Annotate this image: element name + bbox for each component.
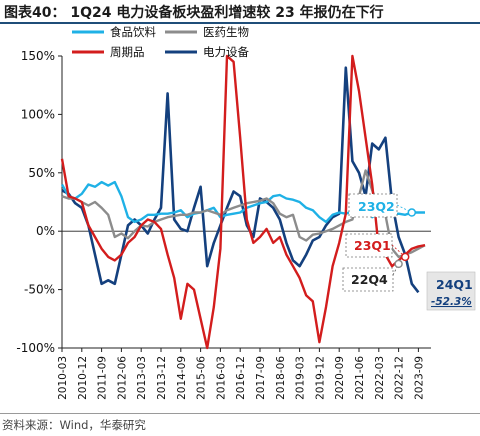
chart-axes: 150% 100% 50% 0% -50% -100%2010-03 2010-12 2011… <box>16 49 431 400</box>
x-tick-label: 2011-09 <box>97 356 109 400</box>
x-tick-label: 2022-12 <box>394 356 406 400</box>
legend-label: 食品饮料 <box>110 25 156 39</box>
series-line-2 <box>61 169 426 259</box>
legend-label: 医药生物 <box>203 25 249 39</box>
chart-title: 图表40： 1Q24 电力设备板块盈利增速较 23 年报仍在下行 <box>4 5 384 21</box>
x-tick-label: 2019-03 <box>295 356 307 400</box>
legend-label: 周期品 <box>110 45 145 59</box>
annotation-leader <box>391 244 406 258</box>
annotation-box <box>348 193 398 218</box>
x-tick-label: 2015-06 <box>196 356 208 400</box>
annotation-label: 22Q4 <box>351 272 388 287</box>
y-tick-label: -100% <box>16 341 55 355</box>
annotation-marker <box>400 252 410 262</box>
x-tick-label: 2013-03 <box>136 356 148 400</box>
annotation-marker <box>407 208 417 217</box>
legend-label: 电力设备 <box>203 45 249 59</box>
chart-annotations: 23Q2 23Q1 22Q4 24Q1 -52.3% <box>342 193 476 311</box>
series-layer <box>60 54 426 350</box>
y-tick-label: 100% <box>21 107 55 121</box>
annotation-label: 24Q1 <box>436 277 473 292</box>
y-tick-label: 50% <box>28 166 55 180</box>
annotation-marker <box>394 259 403 269</box>
x-tick-label: 2012-06 <box>116 356 128 400</box>
x-tick-label: 2020-09 <box>334 356 346 400</box>
y-tick-label: 0% <box>36 224 55 238</box>
series-line-3 <box>60 54 426 350</box>
x-tick-label: 2014-09 <box>176 356 188 400</box>
title-underline <box>0 22 480 24</box>
title-bar: 图表40： 1Q24 电力设备板块盈利增速较 23 年报仍在下行 <box>0 0 480 24</box>
x-tick-label: 2016-03 <box>215 356 227 400</box>
y-tick-label: -50% <box>24 283 55 297</box>
x-tick-label: 2016-12 <box>235 356 247 400</box>
x-tick-label: 2013-12 <box>156 356 168 400</box>
x-tick-label: 2019-12 <box>314 356 326 400</box>
y-tick-label: 150% <box>21 49 55 63</box>
x-tick-label: 2022-03 <box>374 356 386 400</box>
annotation-box <box>426 271 476 311</box>
x-tick-label: 2010-03 <box>57 356 69 400</box>
source-note: 资料来源：Wind，华泰研究 <box>2 418 146 432</box>
x-tick-label: 2023-09 <box>413 356 425 400</box>
annotation-box <box>342 267 394 292</box>
line-chart: 150% 100% 50% 0% -50% -100%2010-03 2010-12 2011… <box>16 25 476 400</box>
x-tick-label: 2021-06 <box>354 356 366 400</box>
annotation-label: 23Q1 <box>354 238 391 253</box>
x-tick-label: 2018-06 <box>275 356 287 400</box>
x-tick-label: 2010-12 <box>77 356 89 400</box>
source-divider <box>0 413 480 414</box>
annotation-label: 23Q2 <box>358 199 395 214</box>
annotation-value: -52.3% <box>431 296 472 308</box>
x-tick-label: 2017-09 <box>255 356 267 400</box>
